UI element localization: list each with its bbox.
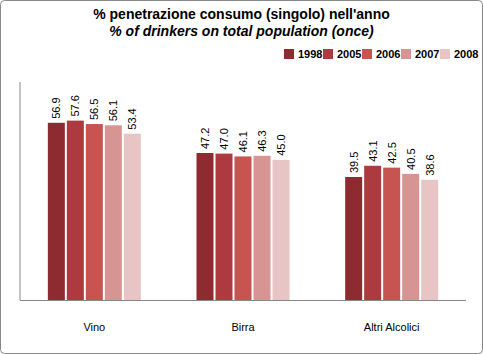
- legend-label: 2005: [337, 48, 361, 60]
- legend-swatch: [284, 49, 294, 59]
- data-label: 47.2: [199, 128, 211, 149]
- data-label: 45.0: [275, 134, 287, 155]
- legend-swatch: [401, 49, 411, 59]
- category-label: Vino: [83, 321, 105, 333]
- bar: [364, 166, 381, 300]
- legend-swatch: [362, 49, 372, 59]
- legend-label: 1998: [298, 48, 322, 60]
- bars: [48, 121, 438, 300]
- legend-label: 2007: [415, 48, 439, 60]
- data-label: 39.5: [348, 152, 360, 173]
- data-label: 47.0: [218, 128, 230, 149]
- data-label: 56.1: [107, 100, 119, 121]
- data-label: 38.6: [424, 154, 436, 175]
- data-label: 56.9: [50, 97, 62, 118]
- legend-label: 2006: [376, 48, 400, 60]
- legend-swatch: [440, 49, 450, 59]
- legend-label: 2008: [454, 48, 478, 60]
- bar: [105, 125, 122, 300]
- legend-swatch: [323, 49, 333, 59]
- category-label: Altri Alcolici: [364, 321, 420, 333]
- data-label: 46.1: [237, 131, 249, 152]
- bar: [383, 168, 400, 300]
- data-label: 57.6: [69, 95, 81, 116]
- data-label: 42.5: [386, 142, 398, 163]
- data-label: 40.5: [405, 148, 417, 169]
- bar: [345, 177, 362, 300]
- bar: [216, 154, 233, 300]
- subtitle: % of drinkers on total population (once): [109, 23, 374, 39]
- title: % penetrazione consumo (singolo) nell'an…: [93, 6, 390, 22]
- data-label: 53.4: [126, 108, 138, 129]
- frame: [1, 1, 483, 354]
- bar: [67, 121, 84, 300]
- bar: [421, 180, 438, 300]
- data-label: 46.3: [256, 130, 268, 151]
- bar: [402, 174, 419, 300]
- data-label: 43.1: [367, 140, 379, 161]
- data-label: 56.5: [88, 99, 100, 120]
- x-axis: [20, 300, 466, 301]
- bar: [48, 123, 65, 300]
- bar: [273, 160, 290, 300]
- y-axis: [20, 82, 21, 300]
- bar: [86, 124, 103, 300]
- bar: [235, 156, 252, 300]
- bar: [197, 153, 214, 300]
- category-label: Birra: [231, 321, 255, 333]
- bar: [124, 134, 141, 300]
- bar: [254, 156, 271, 300]
